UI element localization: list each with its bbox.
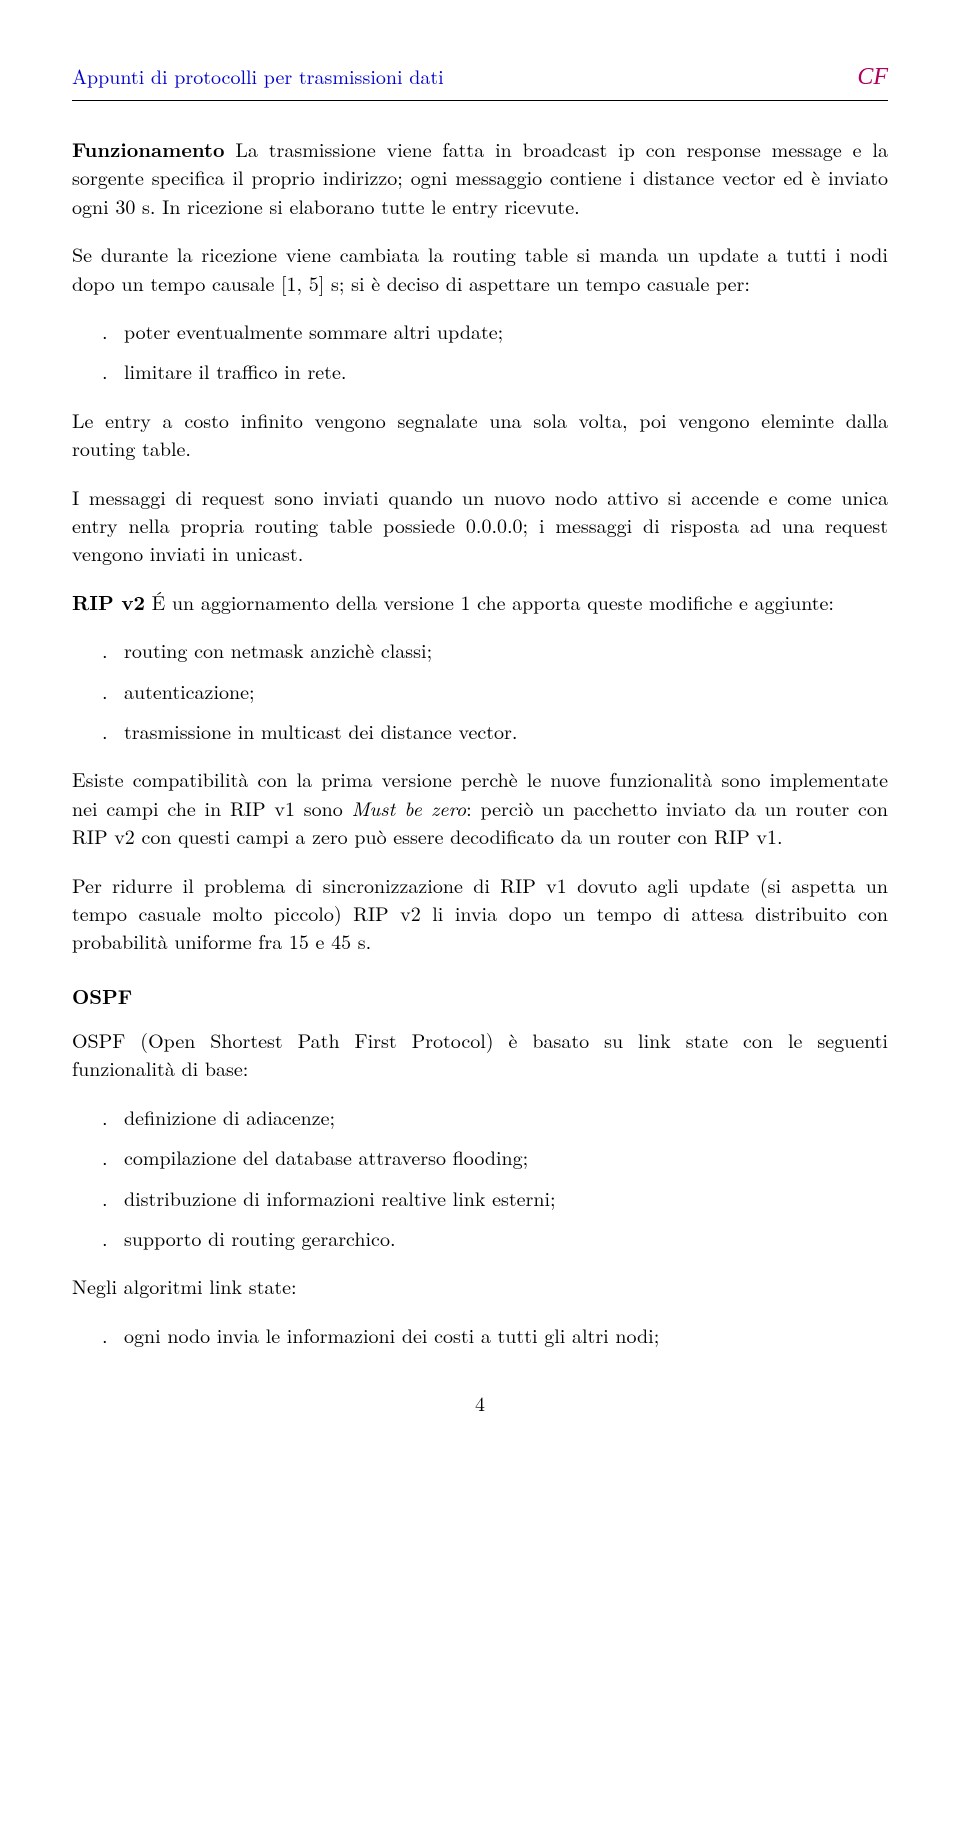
paragraph-compat: Esiste compatibilità con la prima versio…: [72, 765, 888, 850]
list-item: autenticazione;: [124, 677, 888, 705]
paragraph: Se durante la ricezione viene cambiata l…: [72, 240, 888, 297]
paragraph: Per ridurre il problema di sincronizzazi…: [72, 871, 888, 956]
header-title: Appunti di protocolli per trasmissioni d…: [72, 62, 444, 90]
list-item: poter eventualmente sommare altri update…: [124, 317, 888, 345]
text-italic: Must be zero: [352, 793, 467, 822]
list-item: routing con netmask anzichè classi;: [124, 636, 888, 664]
paragraph: I messaggi di request sono inviati quand…: [72, 483, 888, 568]
list-item: ogni nodo invia le informazioni dei cost…: [124, 1321, 888, 1349]
list-item: trasmissione in multicast dei distance v…: [124, 717, 888, 745]
header-monogram: CF: [857, 60, 888, 94]
paragraph: Negli algoritmi link state:: [72, 1272, 888, 1300]
text: É un aggiornamento della versione 1 che …: [145, 587, 834, 616]
heading-ospf: OSPF: [72, 982, 888, 1010]
runin-funzionamento: Funzionamento: [72, 134, 224, 163]
runin-ripv2: RIP v2: [72, 587, 145, 616]
paragraph: Le entry a costo infinito vengono segnal…: [72, 406, 888, 463]
list-item: distribuzione di informazioni realtive l…: [124, 1184, 888, 1212]
page-number: 4: [72, 1389, 888, 1417]
list-ripv2: routing con netmask anzichè classi; aute…: [72, 636, 888, 745]
page-header: Appunti di protocolli per trasmissioni d…: [72, 60, 888, 94]
list-item: supporto di routing gerarchico.: [124, 1224, 888, 1252]
paragraph-funzionamento: Funzionamento La trasmissione viene fatt…: [72, 135, 888, 220]
paragraph: OSPF (Open Shortest Path First Protocol)…: [72, 1026, 888, 1083]
list-casuale: poter eventualmente sommare altri update…: [72, 317, 888, 386]
list-item: compilazione del database attraverso flo…: [124, 1143, 888, 1171]
paragraph-ripv2: RIP v2 É un aggiornamento della versione…: [72, 588, 888, 616]
list-item: limitare il traffico in rete.: [124, 357, 888, 385]
list-item: definizione di adiacenze;: [124, 1103, 888, 1131]
header-rule: [72, 100, 888, 101]
list-linkstate: ogni nodo invia le informazioni dei cost…: [72, 1321, 888, 1349]
list-ospf: definizione di adiacenze; compilazione d…: [72, 1103, 888, 1253]
